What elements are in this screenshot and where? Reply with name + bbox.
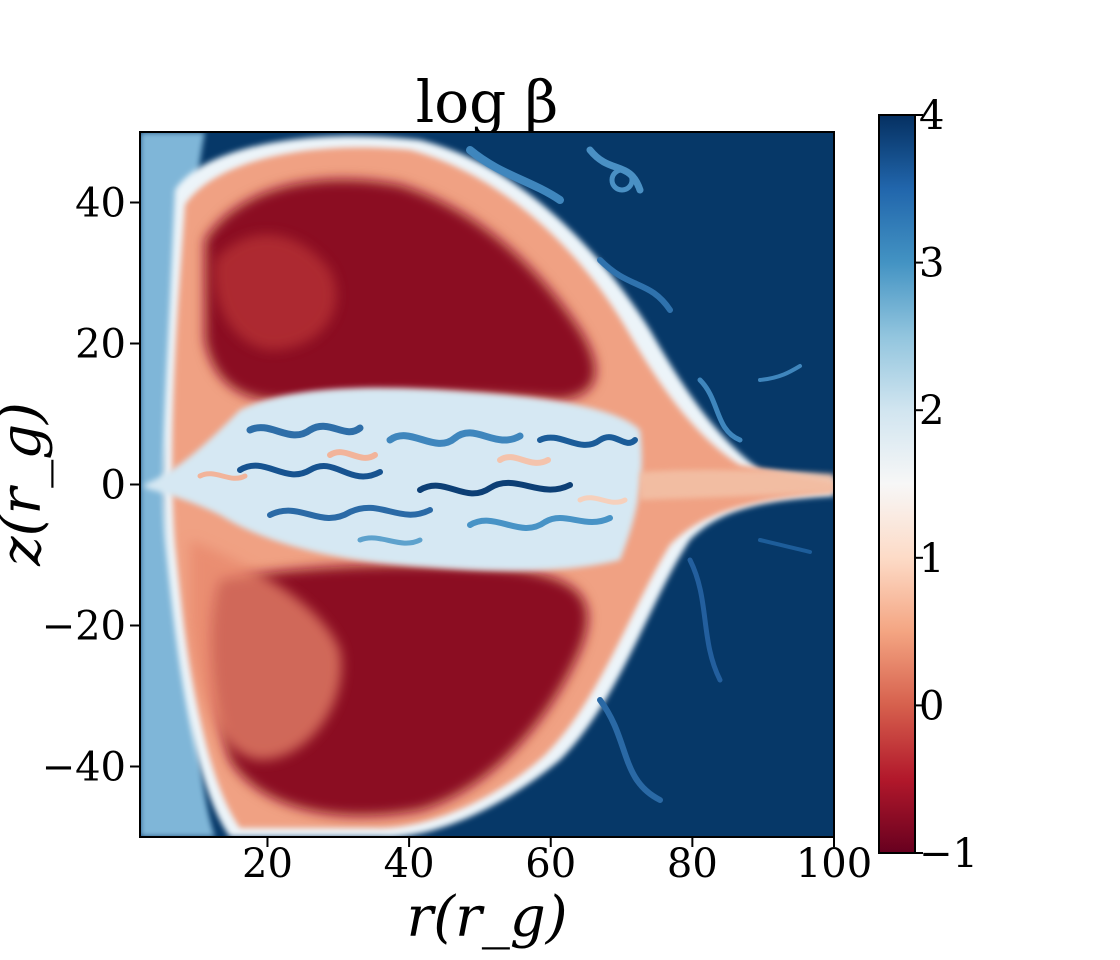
heatmap-plot-area <box>140 132 834 837</box>
y-tick-label: −40 <box>42 745 126 791</box>
colorbar-tick-labels: −1 0 1 2 3 4 <box>919 93 978 877</box>
x-tick-label: 40 <box>384 841 435 887</box>
x-tick-label: 100 <box>796 841 872 887</box>
x-axis-title: r(r_g) <box>406 885 567 950</box>
colorbar-tick-label: 2 <box>919 388 944 434</box>
colorbar-tick-label: −1 <box>919 831 978 877</box>
colorbar <box>878 114 916 854</box>
x-tick-label: 20 <box>242 841 293 887</box>
colorbar-ticks <box>915 114 923 854</box>
x-tick-label: 60 <box>525 841 576 887</box>
y-tick-label: 20 <box>75 322 126 368</box>
colorbar-tick-label: 0 <box>919 683 944 729</box>
y-axis-ticks <box>130 201 140 768</box>
heatmap-vortex <box>609 167 635 193</box>
y-tick-label: 40 <box>75 181 126 227</box>
heatmap-ambient-streaks <box>466 146 812 803</box>
y-tick-label: 0 <box>101 463 126 509</box>
heatmap-upper-lobe-mid <box>214 234 337 350</box>
x-axis-tick-labels: 20 40 60 80 100 <box>242 841 872 887</box>
heatmap-upper-lobe <box>205 179 596 401</box>
heatmap-disk-eddies <box>197 422 638 546</box>
colorbar-tick-label: 3 <box>919 241 944 287</box>
y-axis-title: z(r_g) <box>0 402 54 567</box>
x-axis-ticks <box>266 837 835 847</box>
heatmap-axis-boundary-layer <box>140 132 215 837</box>
colorbar-tick-label: 4 <box>919 93 944 139</box>
y-axis-tick-labels: −40 −20 0 20 40 <box>42 181 126 791</box>
x-tick-label: 80 <box>667 841 718 887</box>
y-tick-label: −20 <box>42 604 126 650</box>
heatmap-lower-lobe-light <box>190 540 342 760</box>
colorbar-tick-label: 1 <box>919 536 944 582</box>
chart-title: log β <box>416 68 559 136</box>
heatmap-equatorial-stream <box>640 469 834 500</box>
